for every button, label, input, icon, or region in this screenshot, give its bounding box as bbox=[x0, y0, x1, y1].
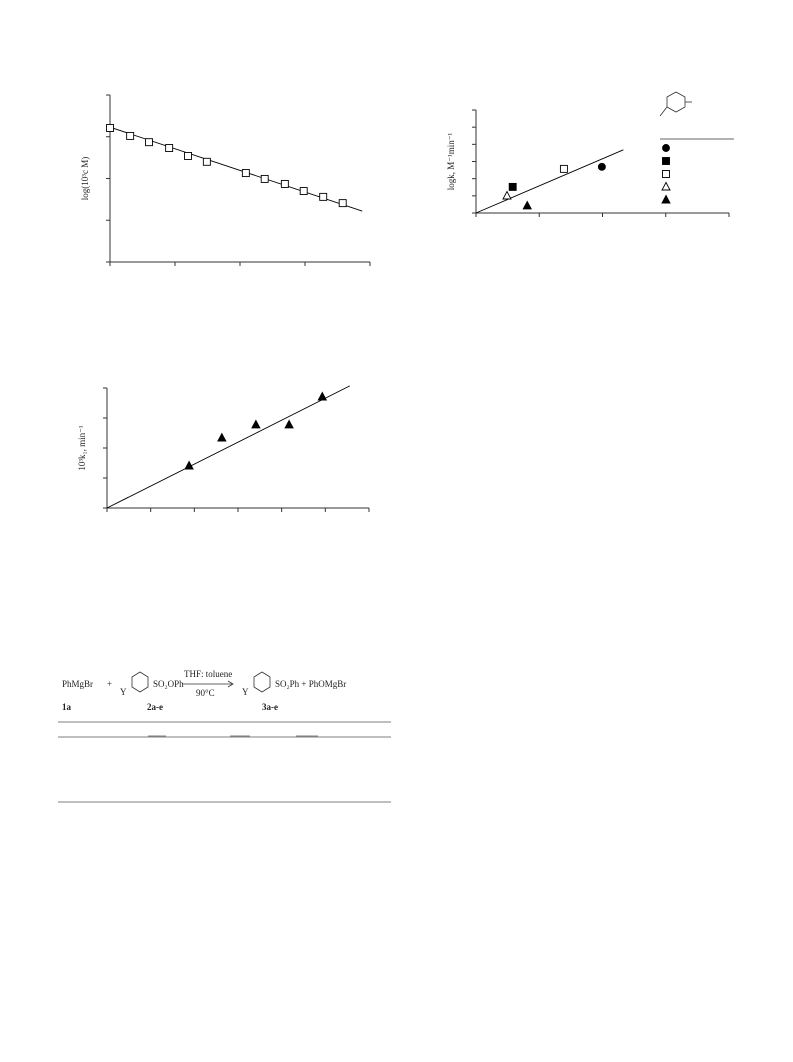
reagent: PhMgBr bbox=[62, 679, 93, 689]
legend-marker bbox=[662, 144, 670, 152]
conditions: 90°C bbox=[196, 688, 215, 698]
marker bbox=[280, 179, 289, 188]
legend-icon bbox=[659, 91, 734, 140]
table-rules bbox=[58, 721, 391, 803]
marker bbox=[217, 432, 227, 442]
marker bbox=[184, 460, 194, 470]
group: SO₂OPh bbox=[153, 679, 184, 689]
substituent: Y bbox=[120, 687, 127, 697]
plus: + bbox=[107, 679, 112, 689]
marker bbox=[251, 419, 261, 429]
arrow-head bbox=[227, 680, 234, 688]
legend-marker bbox=[661, 194, 671, 204]
marker bbox=[145, 138, 153, 147]
fit-line bbox=[106, 385, 350, 509]
marker bbox=[106, 124, 114, 132]
conditions: THF: toluene bbox=[184, 669, 232, 679]
compound-label: 3a-e bbox=[262, 702, 278, 712]
marker bbox=[284, 419, 294, 429]
marker bbox=[184, 152, 192, 160]
compound-label: 1a bbox=[62, 702, 72, 712]
marker bbox=[559, 164, 568, 173]
marker bbox=[338, 199, 347, 208]
benzene-ring bbox=[253, 671, 271, 693]
fit-line bbox=[475, 149, 624, 214]
chart: logk, M⁻¹min⁻¹ bbox=[446, 109, 730, 217]
products: SO₂Ph + PhOMgBr bbox=[275, 679, 346, 689]
marker bbox=[299, 187, 308, 195]
bond bbox=[659, 106, 668, 117]
marker bbox=[522, 200, 532, 210]
legend-marker bbox=[662, 157, 670, 165]
y-axis-label: logk, M⁻¹min⁻¹ bbox=[446, 133, 456, 191]
marker bbox=[508, 182, 517, 191]
marker bbox=[126, 131, 135, 140]
compound-label: 2a-e bbox=[147, 702, 163, 712]
chart: 10³k₁, min⁻¹ bbox=[77, 385, 370, 512]
benzene-ring bbox=[131, 671, 149, 693]
marker bbox=[202, 157, 211, 166]
y-axis-label: log(10³c M) bbox=[80, 157, 90, 200]
chart: log(10³c M) bbox=[80, 94, 371, 266]
marker bbox=[241, 169, 250, 178]
legend-marker bbox=[662, 170, 670, 178]
marker bbox=[317, 391, 328, 401]
y-axis-label: 10³k₁, min⁻¹ bbox=[77, 425, 87, 471]
scheme bbox=[131, 671, 271, 693]
legend-marker bbox=[661, 181, 671, 191]
substituent: Y bbox=[242, 687, 249, 697]
marker bbox=[319, 192, 328, 201]
marker bbox=[165, 144, 174, 152]
marker bbox=[260, 174, 269, 183]
marker bbox=[597, 162, 606, 171]
marker bbox=[502, 190, 512, 200]
